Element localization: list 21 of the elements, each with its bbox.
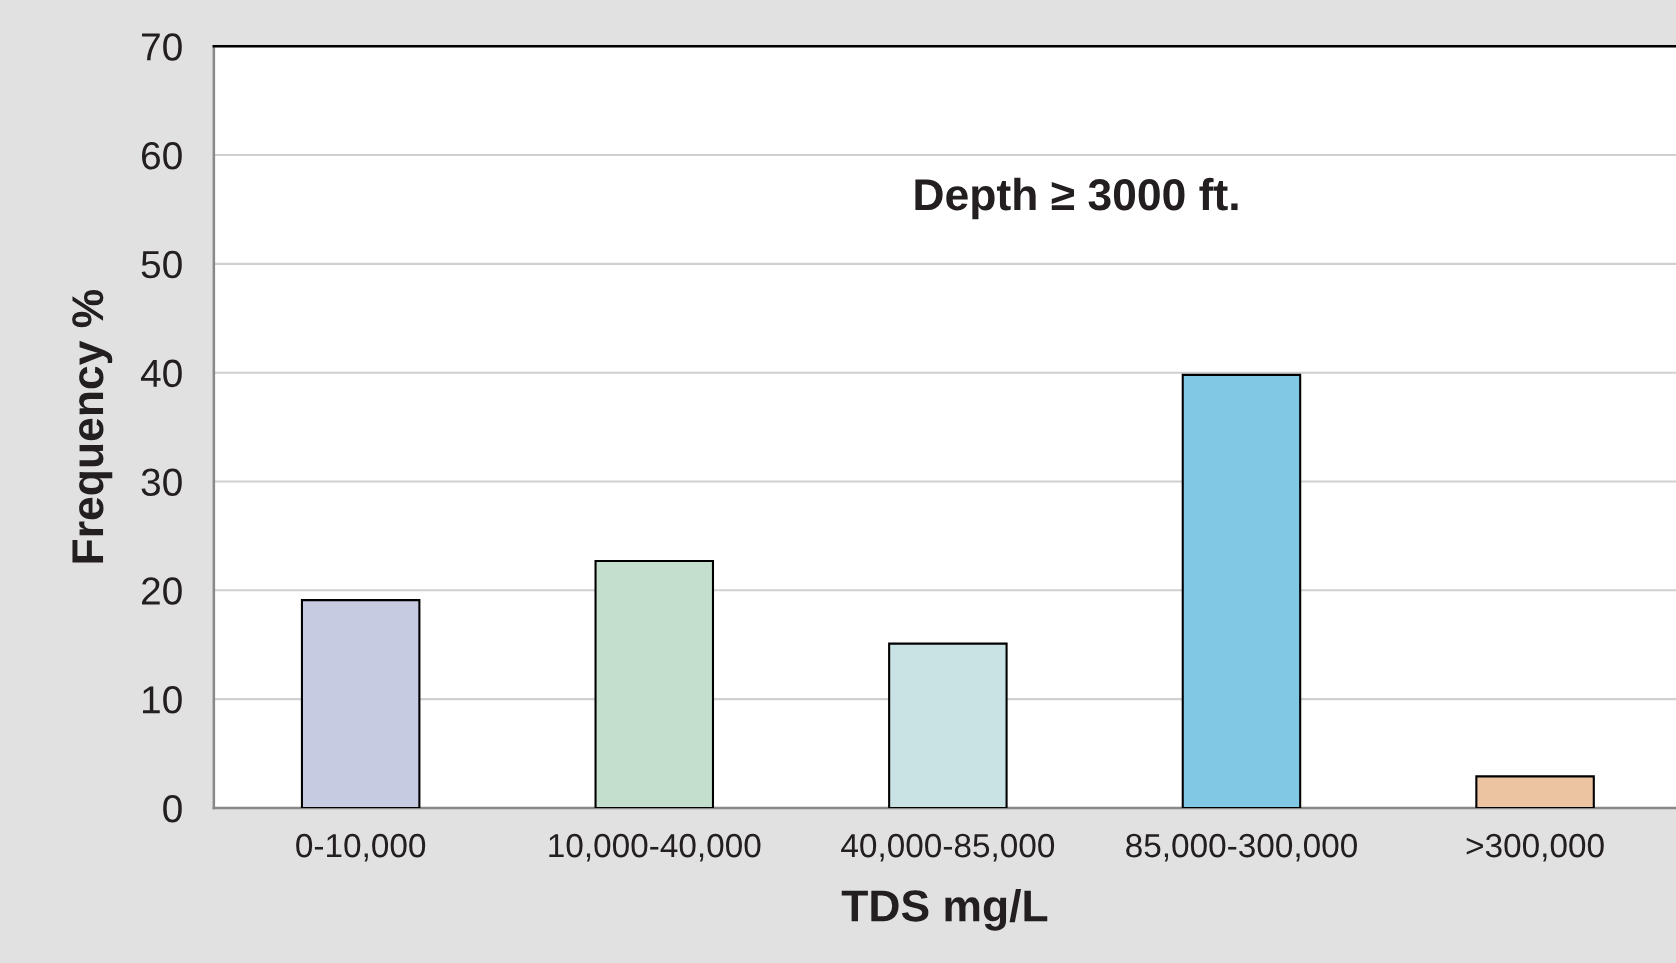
bar <box>594 559 715 808</box>
y-axis-title: Frequency % <box>72 289 113 563</box>
y-tick-label: 40 <box>140 359 182 388</box>
y-tick-label: 30 <box>141 468 182 496</box>
x-tick-label: >300,000 <box>1466 833 1604 862</box>
x-tick-label: 40,000-85,000 <box>841 833 1055 862</box>
y-tick-label: 50 <box>141 250 182 279</box>
y-tick-label: 70 <box>142 33 182 61</box>
y-tick-label: 20 <box>142 577 182 605</box>
bar <box>300 599 421 808</box>
annotation: Depth ≥ 3000 ft. <box>915 177 1238 220</box>
x-tick-label: 10,000-40,000 <box>549 833 761 862</box>
x-tick-label: 0-10,000 <box>296 833 426 862</box>
bar <box>1475 775 1595 808</box>
bar <box>888 642 1008 808</box>
x-axis-title: TDS mg/L <box>841 889 1048 931</box>
x-tick-label: 85,000-300,000 <box>1126 833 1357 862</box>
y-tick-label: 10 <box>143 686 182 714</box>
y-tick-label: 0 <box>163 794 182 823</box>
bar <box>1181 373 1302 808</box>
y-tick-label: 60 <box>142 141 182 170</box>
